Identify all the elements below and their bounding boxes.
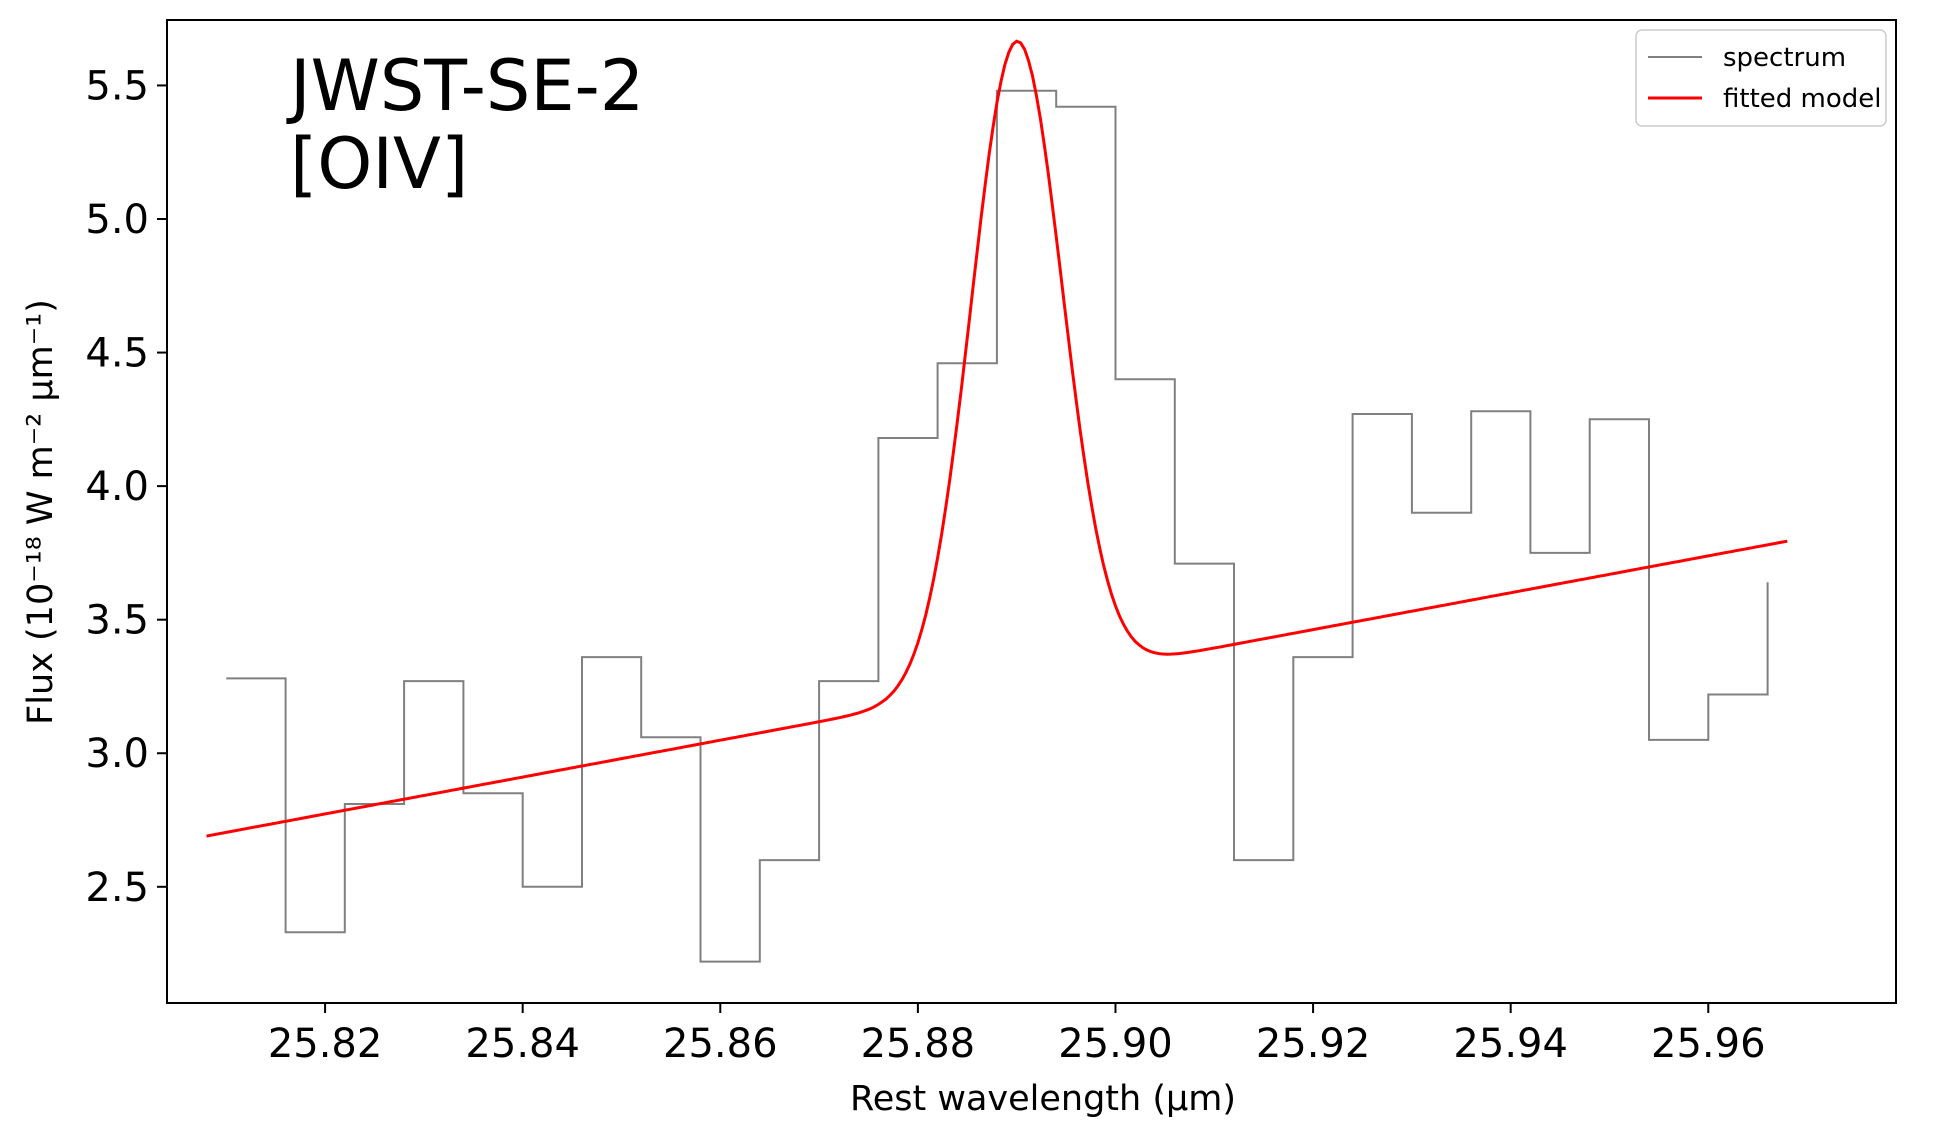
annotation-line-1: JWST-SE-2 <box>286 45 644 127</box>
legend: spectrum fitted model <box>1635 29 1887 127</box>
x-tick-label: 25.86 <box>663 1021 778 1067</box>
x-tick-label: 25.88 <box>861 1021 976 1067</box>
legend-label-spectrum: spectrum <box>1723 43 1846 73</box>
x-tick-label: 25.94 <box>1453 1021 1568 1067</box>
y-tick-label: 5.5 <box>85 63 149 109</box>
x-tick-label: 25.92 <box>1256 1021 1371 1067</box>
x-axis-label: Rest wavelength (μm) <box>850 1079 1236 1119</box>
y-tick-label: 4.0 <box>85 464 149 510</box>
legend-label-fitted-model: fitted model <box>1723 84 1882 114</box>
plot-marks <box>206 39 1788 963</box>
fitted-model-line <box>206 39 1788 838</box>
y-tick-label: 3.5 <box>85 598 149 644</box>
x-tick-label: 25.90 <box>1058 1021 1173 1067</box>
x-tick-label: 25.96 <box>1651 1021 1766 1067</box>
x-axis-ticks: 25.82 25.84 25.86 25.88 25.90 25.92 25.94 25.96 <box>268 1003 1766 1067</box>
plot-frame <box>166 19 1897 1004</box>
spectrum-line <box>226 89 1769 963</box>
y-tick-label: 5.0 <box>85 197 149 243</box>
y-tick-label: 3.0 <box>85 731 149 777</box>
y-tick-label: 4.5 <box>85 331 149 377</box>
y-tick-label: 2.5 <box>85 865 149 911</box>
annotation-line-2: [OIV] <box>290 123 468 205</box>
y-axis-ticks: 2.5 3.0 3.5 4.0 4.5 5.0 5.5 <box>85 63 167 911</box>
y-axis-label: Flux (10⁻¹⁸ W m⁻² μm⁻¹) <box>21 299 61 725</box>
x-tick-label: 25.84 <box>465 1021 580 1067</box>
x-tick-label: 25.82 <box>268 1021 383 1067</box>
legend-box <box>1635 29 1887 127</box>
